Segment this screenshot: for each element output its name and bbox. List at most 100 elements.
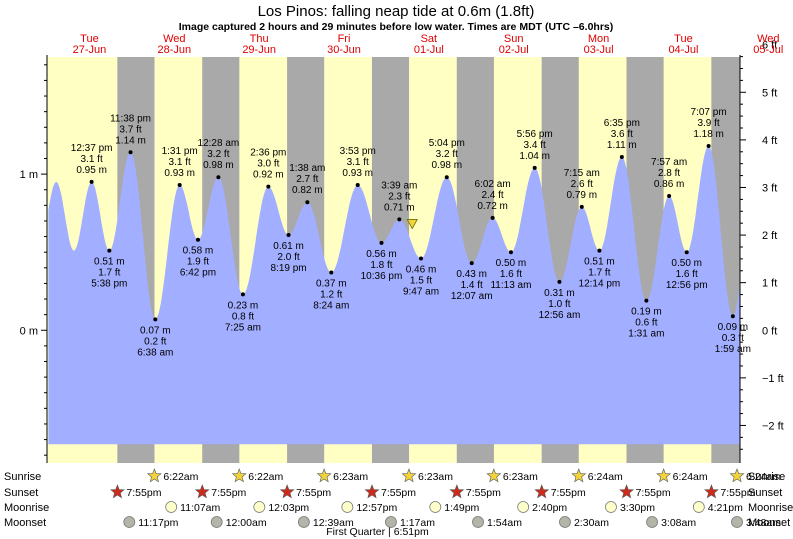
high-tide-point (532, 165, 537, 170)
tide-metres-label: 1.14 m (115, 135, 146, 146)
tide-metres-label: 0.09 m (718, 322, 749, 333)
day-date: 27-Jun (73, 44, 107, 56)
sunrise-icon (656, 468, 672, 483)
sunset-icon (703, 484, 719, 499)
tide-metres-label: 1.11 m (607, 140, 637, 151)
left-tick-label: 1 m (20, 169, 38, 181)
tide-metres-label: 0.50 m (496, 258, 527, 269)
tide-metres-label: 0.86 m (654, 179, 685, 190)
tide-metres-label: 0.37 m (316, 278, 347, 289)
tide-feet-label: 1.7 ft (98, 268, 120, 279)
tide-metres-label: 0.07 m (140, 325, 171, 336)
tide-feet-label: 1.5 ft (410, 275, 432, 286)
event-time: 7:55pm (466, 487, 501, 499)
tide-time-label: 1:38 am (289, 163, 325, 174)
day-date: 05-Jul (753, 44, 783, 56)
high-tide-point (216, 175, 221, 180)
day-name: Tue (674, 33, 693, 45)
chart-header: Los Pinos: falling neap tide at 0.6m (1.… (179, 3, 614, 33)
event-time: 7:55pm (381, 487, 416, 499)
tide-metres-label: 0.61 m (273, 241, 304, 252)
tide-metres-label: 0.43 m (456, 269, 487, 280)
left-tick-label: 0 m (20, 325, 38, 337)
tide-time-label: 12:07 am (451, 291, 493, 302)
tide-time-label: 12:14 pm (579, 279, 621, 290)
tide-feet-label: 3.2 ft (436, 149, 458, 160)
day-date: 30-Jun (327, 44, 361, 56)
tide-time-label: 6:42 pm (180, 268, 216, 279)
tide-time-label: 7:07 pm (691, 107, 727, 118)
event-time: 12:00am (226, 517, 267, 529)
right-tick-label: 0 ft (762, 325, 777, 337)
event-time: 3:08am (661, 517, 696, 529)
current-tide-marker (406, 219, 418, 230)
row-label-right: Sunrise (748, 471, 785, 483)
event-time: 7:55pm (126, 487, 161, 499)
tide-time-label: 5:38 pm (91, 279, 127, 290)
event-time: 2:30am (574, 517, 609, 529)
tide-time-label: 8:24 am (313, 300, 349, 311)
event-time: 11:07am (180, 502, 220, 514)
tide-time-label: 10:36 pm (361, 271, 403, 282)
tide-time-label: 6:38 am (137, 347, 173, 358)
high-tide-point (177, 183, 182, 188)
tide-metres-label: 0.93 m (164, 168, 195, 179)
tide-metres-label: 0.92 m (253, 170, 284, 181)
day-date: 28-Jun (157, 44, 191, 56)
event-time: 3:48am (746, 517, 781, 529)
right-tick-label: −1 ft (762, 373, 784, 385)
event-time: 6:24am (673, 471, 708, 483)
moonset-icon (559, 516, 571, 528)
tide-feet-label: 1.4 ft (461, 280, 483, 291)
moonrise-icon (692, 501, 705, 513)
moonset-icon (297, 516, 310, 528)
event-time: 7:55pm (720, 487, 755, 499)
event-time: 7:55pm (296, 487, 331, 499)
right-tick-label: 1 ft (762, 278, 777, 290)
tide-feet-label: 0.2 ft (144, 336, 166, 347)
low-tide-point (419, 256, 424, 261)
moonset-icon (123, 516, 136, 528)
tide-feet-label: 1.9 ft (187, 257, 209, 268)
moonrise-icon (253, 501, 266, 513)
event-time: 6:22am (248, 471, 283, 483)
row-label-left: Moonset (4, 517, 46, 529)
event-time: 6:24am (746, 471, 781, 483)
sunrise-icon (316, 468, 332, 483)
moonset-icon (646, 516, 658, 528)
day-name: Mon (588, 33, 609, 45)
right-tick-label: 5 ft (762, 87, 777, 99)
high-tide-point (619, 154, 624, 159)
tide-time-label: 8:19 pm (270, 263, 306, 274)
day-name: Sun (504, 33, 524, 45)
tide-time-label: 7:25 am (225, 322, 261, 333)
low-tide-point (508, 250, 513, 255)
sunset-icon (279, 484, 295, 499)
event-time: 1:54am (487, 517, 522, 529)
day-date: 03-Jul (584, 44, 614, 56)
tide-feet-label: 3.6 ft (611, 129, 633, 140)
tide-time-label: 11:38 pm (110, 113, 151, 124)
tide-time-label: 12:56 am (539, 310, 581, 321)
row-label-left: Moonrise (4, 502, 49, 514)
day-date: 01-Jul (414, 44, 444, 56)
high-tide-point (305, 200, 310, 205)
event-time: 6:23am (333, 471, 368, 483)
event-time: 7:55pm (211, 487, 246, 499)
high-tide-point (490, 215, 495, 220)
tide-feet-label: 0.6 ft (635, 318, 657, 329)
high-tide-point (667, 193, 672, 198)
astronomy-events: Sunrise Sunrise 6:22am 6:22am 6:23am 6:23am 6:… (4, 468, 793, 538)
row-label-right: Sunset (748, 487, 782, 499)
tide-metres-label: 0.79 m (566, 190, 597, 201)
event-time: 6:24am (588, 471, 623, 483)
tide-time-label: 12:56 pm (666, 280, 708, 291)
day-date: 02-Jul (499, 44, 529, 56)
low-tide-point (240, 292, 245, 297)
event-time: 3:30pm (620, 502, 655, 514)
tide-metres-label: 0.51 m (94, 257, 125, 268)
low-tide-point (684, 250, 689, 255)
day-name: Sat (421, 33, 438, 45)
low-tide-point (153, 317, 158, 322)
